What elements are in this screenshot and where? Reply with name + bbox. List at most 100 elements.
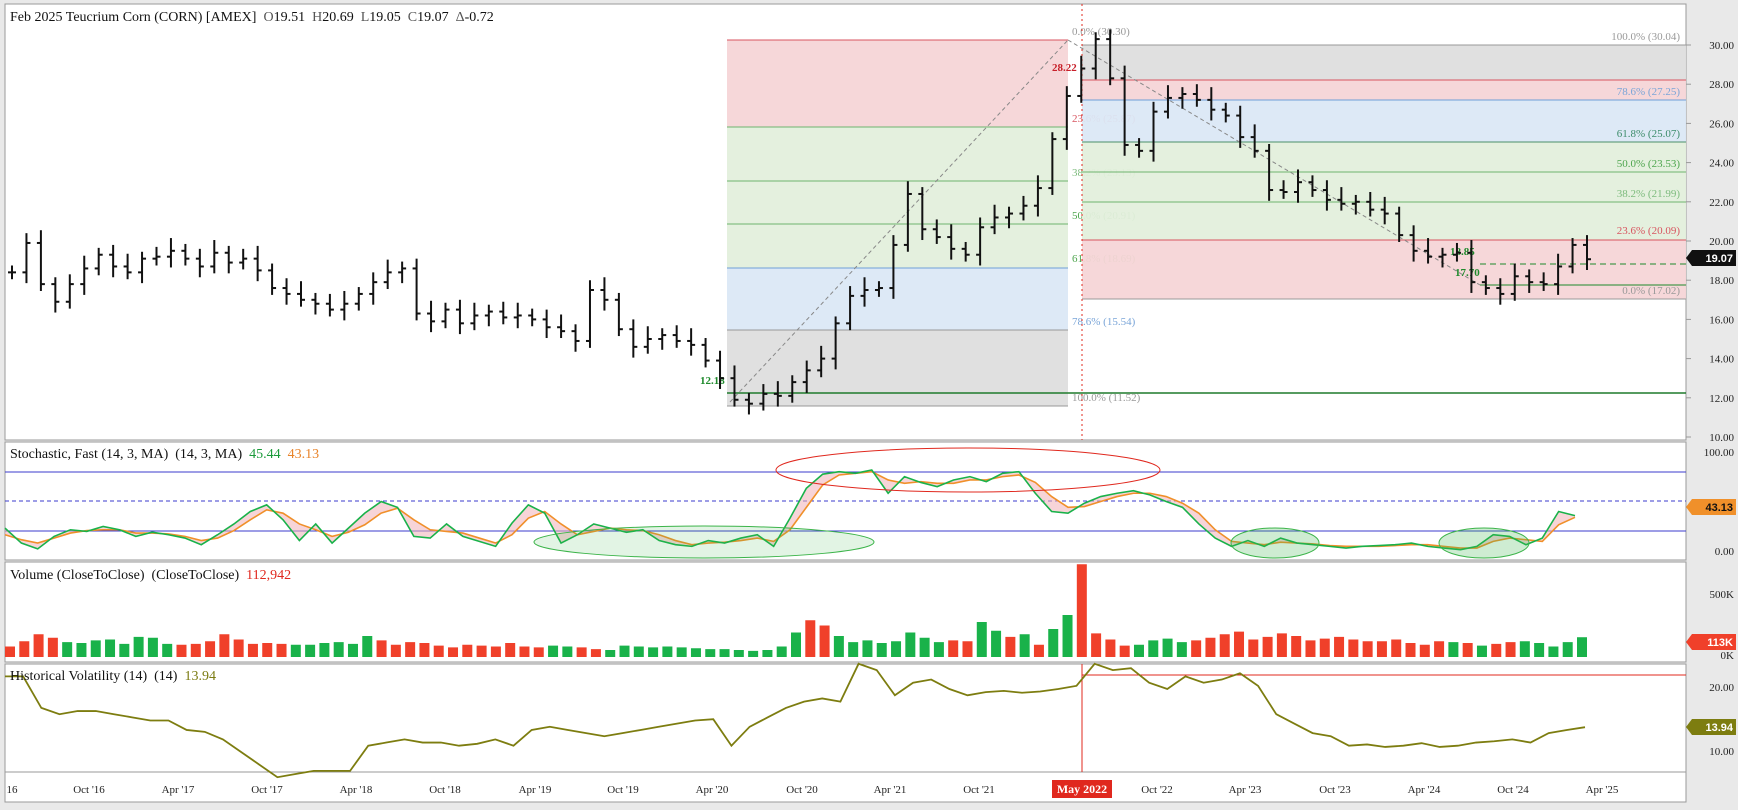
time-tick-label: Apr '19 — [519, 784, 552, 796]
volume-bar — [1091, 633, 1102, 657]
fib-zone-down — [1082, 240, 1686, 299]
hv-line — [5, 662, 1586, 779]
fib-zone-down — [1082, 45, 1686, 80]
symbol-name: Feb 2025 Teucrium Corn (CORN) [AMEX] — [10, 10, 257, 25]
volume-bar — [619, 645, 630, 657]
symbol-header: Feb 2025 Teucrium Corn (CORN) [AMEX] O19… — [10, 10, 494, 25]
fib-zone-down — [1082, 80, 1686, 100]
volume-bar — [1534, 643, 1545, 657]
volume-bar — [262, 643, 273, 657]
volume-bar — [1291, 636, 1302, 657]
volume-bar — [47, 637, 58, 657]
volume-bar — [962, 641, 973, 657]
volume-bar — [1205, 637, 1216, 657]
price-tick-label: 28.00 — [1709, 79, 1734, 91]
volume-bar — [1119, 645, 1130, 657]
stoch-ellipse-green — [1230, 527, 1320, 559]
volume-bar — [1577, 637, 1587, 657]
volume-bar — [1019, 634, 1030, 657]
volume-bar — [562, 646, 573, 657]
stoch-last-marker — [1686, 499, 1736, 515]
time-tick-label: Oct '20 — [786, 784, 818, 796]
volume-bar — [1405, 643, 1416, 657]
price-tick-label: 26.00 — [1709, 118, 1734, 130]
price-tick-label: 10.00 — [1709, 432, 1734, 444]
time-tick-label: Apr '23 — [1229, 784, 1262, 796]
time-tick-label: May 2022 — [1057, 782, 1107, 796]
volume-bar — [1234, 631, 1245, 657]
volume-bar — [76, 643, 87, 657]
volume-title: Volume (CloseToClose) (CloseToClose) 112… — [10, 568, 292, 583]
volume-bar — [62, 642, 73, 657]
fib-label-down: 100.0% (30.04) — [1611, 31, 1680, 43]
time-tick-label: Apr '18 — [340, 784, 373, 796]
stoch-last-label: 43.13 — [1705, 502, 1733, 514]
stoch-tick-label: 0.00 — [1715, 546, 1735, 558]
volume-bar — [705, 649, 716, 657]
volume-bar — [1133, 644, 1144, 657]
price-tick-label: 18.00 — [1709, 275, 1734, 287]
volume-bar — [548, 645, 559, 657]
volume-bar — [948, 640, 959, 657]
volume-bar — [290, 644, 301, 657]
volume-bar — [1033, 644, 1044, 657]
volume-bar — [390, 644, 401, 657]
time-tick-label: 16 — [7, 784, 19, 796]
volume-bar — [433, 645, 444, 657]
volume-bar — [891, 641, 902, 657]
volume-bar — [162, 643, 173, 657]
volume-bar — [176, 644, 187, 657]
volume-bar — [876, 643, 887, 657]
last-price-marker — [1686, 250, 1736, 266]
volume-bar — [1548, 646, 1559, 657]
price-tick-label: 14.00 — [1709, 354, 1734, 366]
volume-bar — [805, 620, 816, 657]
volume-bar — [319, 643, 330, 657]
volume-bar — [933, 642, 944, 657]
fib-label-up: 0.0% (30.30) — [1072, 26, 1130, 38]
close-value: 19.07 — [417, 10, 449, 25]
fib-low-label: 12.18 — [700, 375, 725, 387]
volume-bar — [1048, 629, 1059, 657]
volume-bar — [690, 648, 701, 657]
volume-last-label: 113K — [1707, 637, 1733, 649]
stoch-ellipse-green — [1438, 527, 1530, 559]
volume-bar — [1419, 644, 1430, 657]
volume-bar — [1162, 638, 1173, 657]
volume-last-marker — [1686, 634, 1736, 650]
fib-zone-up — [727, 181, 1068, 224]
volume-bar — [1334, 636, 1345, 657]
volume-bar — [991, 630, 1002, 657]
fib-label-b: 17.70 — [1455, 267, 1480, 279]
fib-high-label: 28.22 — [1052, 62, 1077, 74]
fib-zone-up — [727, 224, 1068, 268]
time-tick-label: Oct '19 — [607, 784, 639, 796]
volume-bar — [1362, 641, 1373, 657]
volume-bar — [448, 647, 459, 657]
stoch-d-value: 43.13 — [287, 447, 320, 462]
stoch-d-line — [4, 470, 1576, 549]
volume-tick-label: 0K — [1721, 650, 1735, 662]
volume-bar — [419, 643, 430, 657]
volume-bar — [405, 642, 416, 657]
stochastic-title: Stochastic, Fast (14, 3, MA) (14, 3, MA)… — [10, 447, 320, 462]
time-axis-frame — [4, 771, 1687, 803]
volume-bar — [1462, 643, 1473, 657]
price-tick-label: 20.00 — [1709, 236, 1734, 248]
volume-bar — [105, 639, 116, 657]
time-tick-label: Apr '17 — [162, 784, 195, 796]
price-tick-label: 22.00 — [1709, 197, 1734, 209]
fib-label-down: 50.0% (23.53) — [1617, 158, 1681, 170]
volume-bar — [462, 644, 473, 657]
fib-zone-down — [1082, 100, 1686, 142]
hv-title: Historical Volatility (14) (14) 13.94 — [10, 669, 216, 684]
volume-bar — [762, 650, 773, 657]
last-price-label: 19.07 — [1705, 253, 1733, 265]
volume-bar — [505, 643, 516, 657]
volume-bar — [247, 643, 258, 657]
time-tick-label: Oct '18 — [429, 784, 461, 796]
volume-bar — [376, 640, 387, 657]
time-tick-label: Apr '21 — [874, 784, 907, 796]
volume-bar — [1348, 639, 1359, 657]
fib-label-down: 78.6% (27.25) — [1617, 86, 1681, 98]
